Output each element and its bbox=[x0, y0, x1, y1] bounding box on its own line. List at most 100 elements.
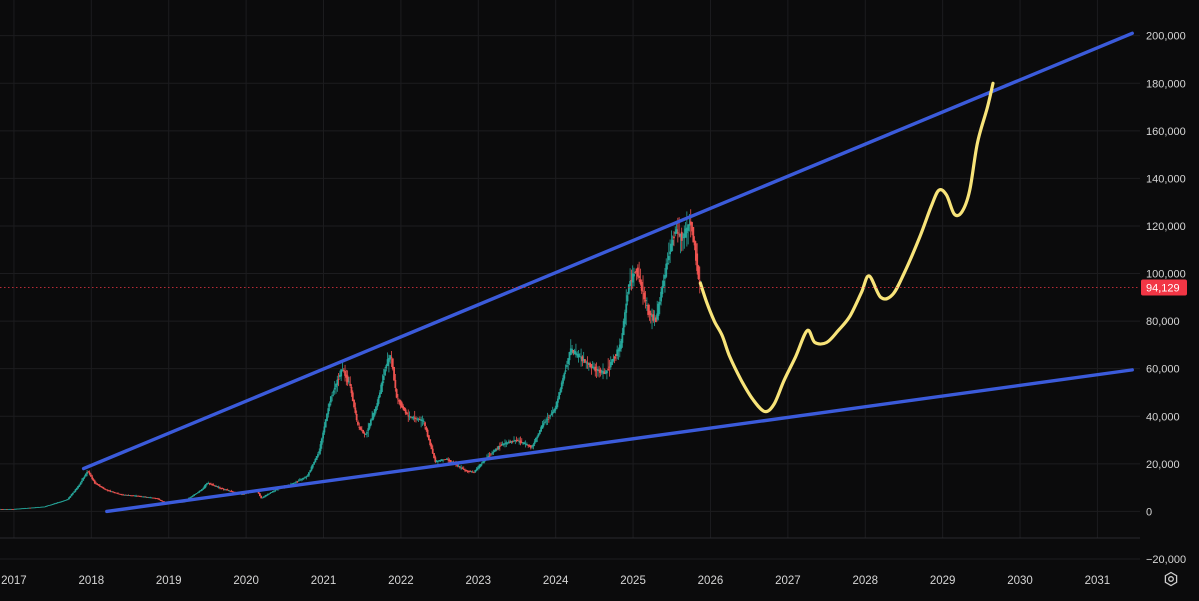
candle-370 bbox=[477, 465, 479, 471]
candle-160 bbox=[206, 482, 208, 486]
projection-curve[interactable] bbox=[698, 81, 995, 414]
candle-459 bbox=[591, 361, 594, 369]
candle-93 bbox=[119, 493, 122, 495]
y-axis[interactable]: 200,000 180,000 160,000 140,000 120,000 100,0… bbox=[1141, 31, 1187, 566]
candle-521 bbox=[671, 235, 674, 252]
candle-205 bbox=[264, 494, 266, 498]
candle-180 bbox=[231, 490, 234, 493]
y-tick-label-10: 0 bbox=[1146, 506, 1152, 518]
trendlines[interactable] bbox=[81, 31, 1134, 514]
candle-241 bbox=[310, 465, 313, 472]
candle-90 bbox=[115, 492, 118, 494]
candle-365 bbox=[470, 470, 473, 473]
candle-461 bbox=[594, 363, 597, 377]
candle-540 bbox=[696, 243, 699, 275]
candle-373 bbox=[480, 461, 483, 467]
candle-420 bbox=[541, 420, 544, 429]
candle-288 bbox=[371, 411, 374, 421]
candle-518 bbox=[667, 242, 670, 265]
candle-533 bbox=[687, 224, 690, 245]
candle-426 bbox=[549, 414, 552, 420]
y-tick-label-4: 120,000 bbox=[1146, 221, 1186, 233]
candle-42 bbox=[53, 502, 56, 505]
candle-513 bbox=[661, 280, 664, 298]
candle-282 bbox=[363, 431, 366, 438]
candle-450 bbox=[580, 348, 582, 367]
candle-77 bbox=[99, 484, 101, 488]
candle-75 bbox=[96, 483, 99, 486]
x-tick-label-1: 2018 bbox=[79, 575, 105, 587]
candle-508 bbox=[655, 315, 657, 323]
candle-383 bbox=[493, 449, 496, 453]
candle-202 bbox=[260, 495, 263, 499]
candle-124 bbox=[159, 499, 162, 502]
candle-14 bbox=[17, 508, 20, 510]
candle-250 bbox=[322, 430, 325, 443]
candle-229 bbox=[295, 480, 297, 484]
candle-307 bbox=[395, 387, 398, 399]
candle-207 bbox=[266, 493, 269, 496]
candle-120 bbox=[154, 497, 157, 500]
candle-21 bbox=[26, 507, 29, 509]
candle-324 bbox=[417, 417, 420, 423]
upper-trendline[interactable] bbox=[81, 31, 1134, 471]
candle-360 bbox=[464, 468, 466, 473]
candle-519 bbox=[669, 239, 671, 264]
y-tick-label-6: 80,000 bbox=[1146, 316, 1180, 328]
candle-346 bbox=[446, 457, 448, 460]
candle-536 bbox=[691, 221, 693, 236]
candle-74 bbox=[95, 481, 97, 485]
candle-390 bbox=[502, 443, 505, 447]
candle-539 bbox=[694, 241, 697, 266]
candle-149 bbox=[191, 495, 194, 497]
candle-27 bbox=[34, 507, 37, 509]
candle-46 bbox=[59, 501, 61, 503]
candle-477 bbox=[615, 353, 617, 362]
candle-387 bbox=[498, 442, 501, 451]
candle-164 bbox=[211, 483, 214, 486]
candle-291 bbox=[375, 406, 377, 414]
candle-267 bbox=[344, 364, 346, 382]
candle-56 bbox=[71, 492, 74, 495]
candle-425 bbox=[547, 414, 550, 423]
candle-108 bbox=[139, 495, 141, 497]
candle-201 bbox=[259, 493, 261, 497]
candle-80 bbox=[102, 486, 105, 490]
candle-528 bbox=[680, 227, 683, 252]
candle-156 bbox=[200, 489, 203, 491]
candle-54 bbox=[69, 495, 72, 498]
candle-11 bbox=[13, 508, 16, 510]
y-tick-label-5: 100,000 bbox=[1146, 269, 1186, 281]
candle-179 bbox=[230, 489, 233, 492]
chart-settings-button[interactable] bbox=[1160, 568, 1182, 590]
x-tick-label-2: 2019 bbox=[156, 575, 182, 587]
candle-382 bbox=[492, 449, 495, 455]
candle-485 bbox=[625, 289, 628, 326]
candle-309 bbox=[398, 398, 401, 405]
x-axis[interactable]: 2017 2018 2019 2020 2021 2022 2023 2024 2025 2026… bbox=[1, 575, 1110, 587]
candle-511 bbox=[658, 297, 661, 315]
candle-512 bbox=[660, 288, 662, 306]
candle-385 bbox=[496, 446, 499, 451]
candle-47 bbox=[60, 501, 63, 503]
candle-64 bbox=[82, 477, 85, 481]
candle-94 bbox=[120, 493, 123, 496]
candle-530 bbox=[683, 225, 686, 249]
x-tick-label-11: 2028 bbox=[852, 575, 878, 587]
projection[interactable] bbox=[698, 81, 995, 414]
candle-397 bbox=[511, 440, 514, 444]
candle-286 bbox=[368, 422, 371, 430]
candle-10 bbox=[12, 508, 15, 510]
candle-432 bbox=[556, 395, 559, 408]
candle-325 bbox=[418, 416, 421, 421]
candle-484 bbox=[624, 309, 626, 328]
candle-20 bbox=[25, 507, 28, 509]
candle-334 bbox=[430, 442, 433, 450]
lower-trendline[interactable] bbox=[105, 368, 1134, 514]
candle-394 bbox=[507, 439, 510, 444]
grid bbox=[0, 0, 1140, 560]
candle-300 bbox=[386, 352, 389, 367]
candle-514 bbox=[662, 274, 665, 289]
candle-428 bbox=[551, 406, 554, 417]
